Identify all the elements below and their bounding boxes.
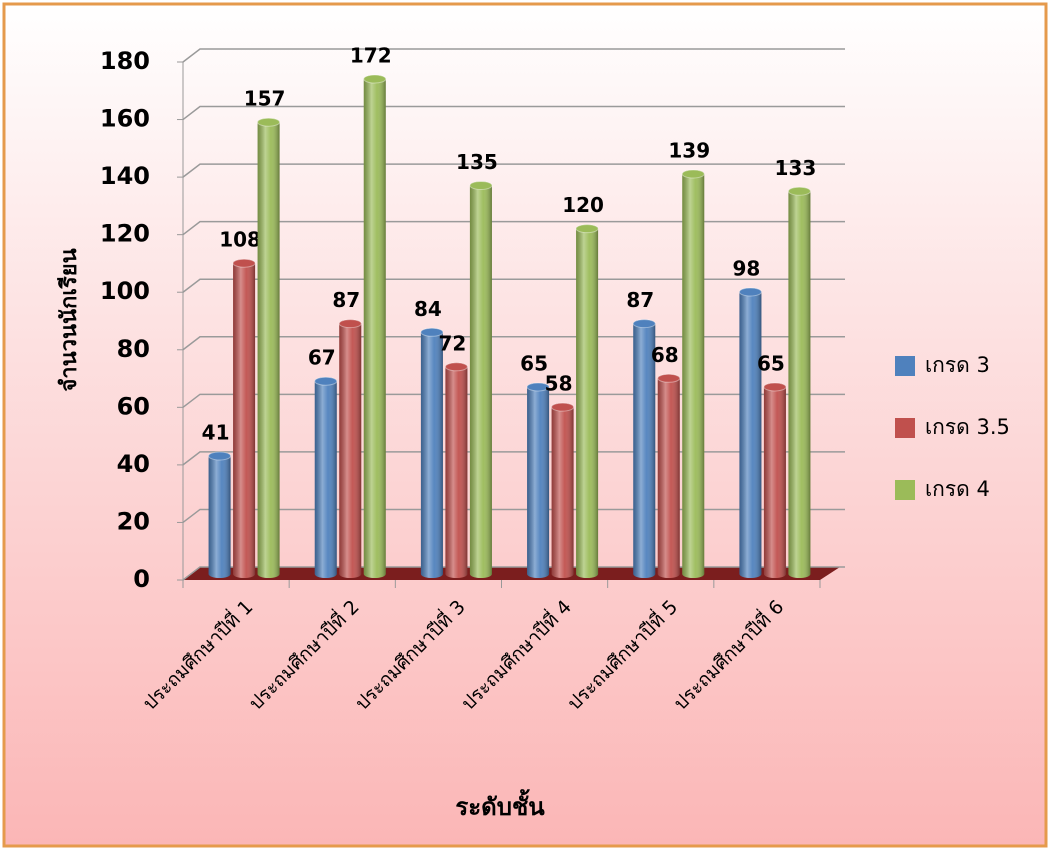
bar-cap xyxy=(575,224,599,234)
bar-cap xyxy=(632,319,656,329)
value-label: 84 xyxy=(414,297,442,321)
y-tick-label: 60 xyxy=(117,392,150,420)
legend-label: เกรด 3.5 xyxy=(925,415,1010,439)
bar-shading xyxy=(257,118,280,578)
bar-shading xyxy=(208,452,231,578)
legend-swatch xyxy=(895,418,915,438)
bar-shading xyxy=(657,374,680,578)
y-tick-label: 120 xyxy=(100,220,150,248)
bar-cap xyxy=(681,169,705,179)
y-tick-label: 160 xyxy=(100,105,150,133)
value-label: 98 xyxy=(732,256,760,280)
bar-cap xyxy=(314,376,338,386)
y-tick-label: 80 xyxy=(117,335,150,363)
value-label: 120 xyxy=(562,193,604,217)
grid-line xyxy=(182,278,845,293)
value-label: 65 xyxy=(520,351,548,375)
value-label: 58 xyxy=(545,372,573,396)
bar-cap xyxy=(420,327,444,337)
y-tick-label: 140 xyxy=(100,162,150,190)
bar-cap xyxy=(363,74,387,84)
bar-cap xyxy=(526,382,550,392)
y-tick-label: 20 xyxy=(117,507,150,535)
value-label: 135 xyxy=(456,150,498,174)
value-label: 41 xyxy=(202,421,230,445)
bar-cap xyxy=(208,451,232,461)
value-label: 68 xyxy=(651,343,679,367)
x-axis-title: ระดับชั้น xyxy=(455,788,545,821)
value-label: 108 xyxy=(219,228,261,252)
grid-line xyxy=(182,393,845,408)
bar-shading xyxy=(445,362,468,578)
bar-shading xyxy=(469,181,492,578)
value-label: 87 xyxy=(332,288,360,312)
grid-line xyxy=(182,566,845,581)
y-axis-title: จำนวนนักเรียน xyxy=(57,248,82,391)
bar-shading xyxy=(739,287,762,578)
bar-shading xyxy=(788,187,811,578)
bar-cap xyxy=(657,373,681,383)
grid-line xyxy=(182,220,845,236)
bar-shading xyxy=(763,382,786,578)
grid-line xyxy=(182,163,845,178)
y-tick-label: 180 xyxy=(100,47,150,75)
value-label: 65 xyxy=(757,351,785,375)
value-label: 133 xyxy=(775,156,817,180)
bar-cap xyxy=(469,181,493,190)
grid-line xyxy=(182,105,845,121)
value-label: 139 xyxy=(668,138,710,162)
legend-swatch xyxy=(895,356,915,376)
bar-shading xyxy=(363,75,386,579)
grid-line xyxy=(182,451,845,466)
bar-cap xyxy=(232,258,256,268)
y-tick-label: 40 xyxy=(117,450,150,478)
y-tick-label: 0 xyxy=(133,565,150,593)
bar-shading xyxy=(682,169,705,578)
bar-cap xyxy=(763,382,787,392)
legend-label: เกรด 4 xyxy=(925,477,990,501)
bar-cap xyxy=(738,287,762,297)
grid-line xyxy=(182,48,845,63)
bar-shading xyxy=(420,328,443,578)
grid-line xyxy=(182,336,845,351)
bar-cap xyxy=(257,117,281,127)
value-label: 87 xyxy=(626,288,654,312)
bar-shading xyxy=(633,319,656,578)
y-tick-label: 100 xyxy=(100,277,150,305)
bar-shading xyxy=(233,259,256,578)
bar-shading xyxy=(551,403,574,578)
value-label: 67 xyxy=(308,346,336,370)
bar-cap xyxy=(338,319,362,329)
bar-shading xyxy=(527,382,550,578)
value-label: 172 xyxy=(350,44,392,68)
value-label: 157 xyxy=(244,87,286,111)
bar-shading xyxy=(339,319,362,578)
bar-shading xyxy=(314,377,337,578)
bar-shading xyxy=(576,224,599,578)
bar-cap xyxy=(787,186,811,196)
legend-swatch xyxy=(895,480,915,500)
bar-cap xyxy=(444,362,468,372)
grid-line xyxy=(182,508,845,524)
value-label: 72 xyxy=(438,331,466,355)
legend-label: เกรด 3 xyxy=(925,353,990,377)
bar-cap xyxy=(551,402,575,412)
